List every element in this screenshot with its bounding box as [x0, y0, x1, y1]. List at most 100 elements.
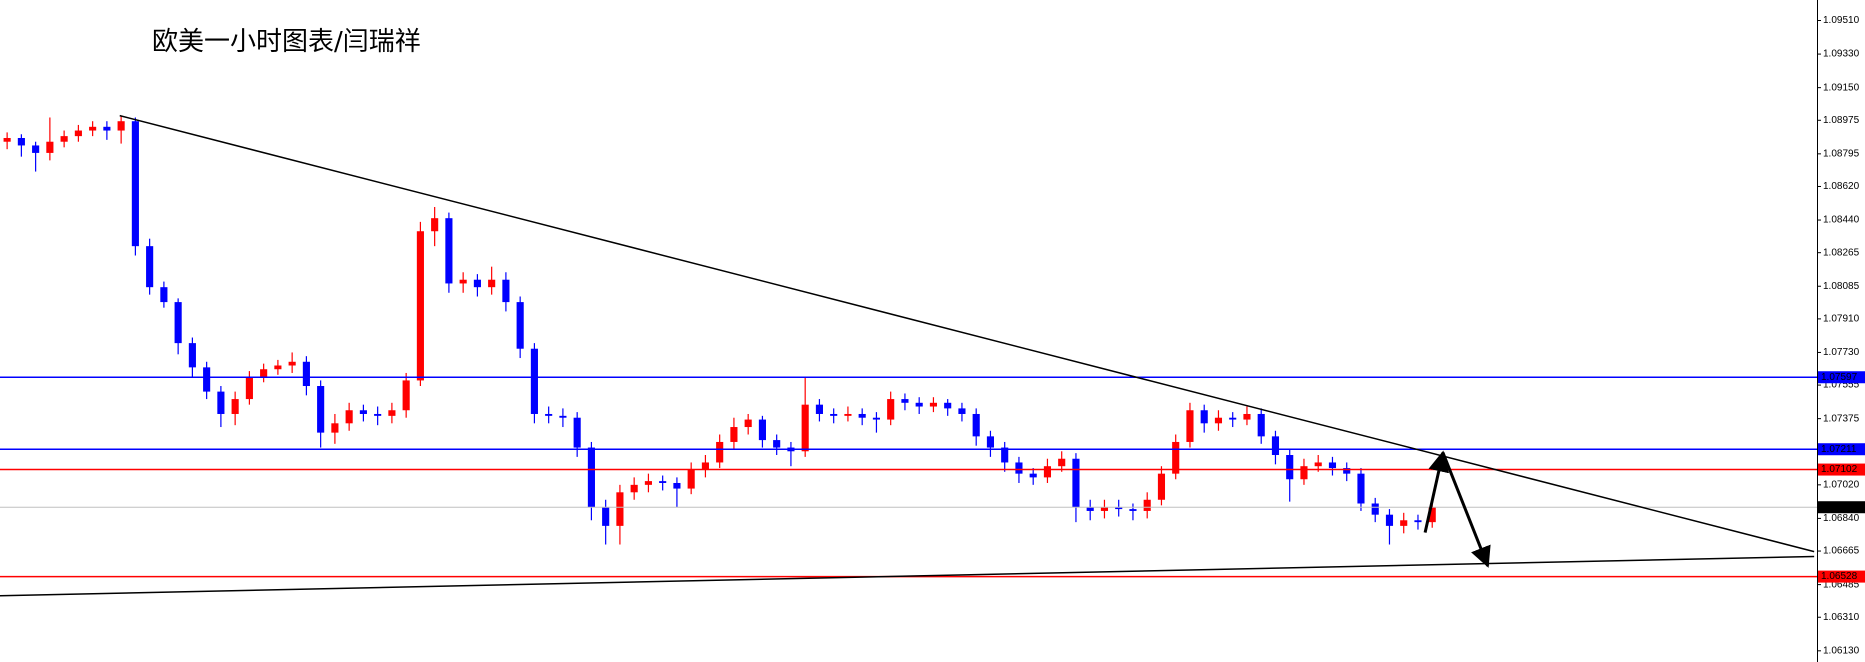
candle-body [1385, 514, 1394, 526]
candle-body [587, 447, 595, 508]
y-tick-label: 1.09330 [1823, 49, 1860, 60]
y-tick-label: 1.06840 [1823, 513, 1860, 524]
candle-body [644, 481, 652, 485]
candle-body [103, 126, 111, 131]
candle-body [1043, 466, 1052, 478]
candle-body [431, 218, 439, 232]
price-level-tag [1818, 371, 1865, 384]
candle-body [188, 343, 196, 368]
candle-body [416, 231, 424, 381]
projection-arrow [1441, 452, 1491, 568]
candle-body [388, 410, 396, 416]
y-tick-label: 1.08085 [1823, 281, 1860, 292]
candle-body [1100, 507, 1109, 511]
candle-body [887, 399, 895, 420]
candle-body [1143, 499, 1151, 511]
candle-body [901, 399, 909, 403]
candle-body [473, 279, 481, 288]
candle-body [659, 481, 667, 483]
candle-body [844, 413, 852, 416]
y-tick-label: 1.08265 [1823, 247, 1860, 258]
candle-body [1428, 507, 1436, 523]
y-tick-label: 1.09150 [1823, 82, 1860, 93]
candle-body [274, 365, 282, 370]
candle-body [1257, 413, 1265, 437]
candle-body [1400, 520, 1408, 526]
y-tick-label: 1.07375 [1823, 413, 1860, 424]
y-tick-label: 1.06665 [1823, 546, 1860, 557]
y-tick-label: 1.06485 [1823, 579, 1860, 590]
price-level-label: 1.07211 [1821, 444, 1857, 455]
candle-body [1286, 455, 1294, 480]
trend-line [119, 114, 1815, 553]
candle-body [1357, 473, 1365, 504]
candle-body [317, 386, 325, 433]
candle-body [17, 137, 25, 146]
candle-body [1414, 520, 1422, 523]
y-tick-label: 1.06130 [1823, 645, 1860, 656]
candle-body [160, 287, 168, 303]
price-level-tag [1818, 570, 1865, 583]
candle-body [131, 121, 139, 247]
candle-body [302, 361, 310, 387]
candle-body [1058, 458, 1066, 467]
candle-body [60, 136, 68, 142]
candle-body [89, 126, 97, 131]
candle-body [1243, 413, 1251, 420]
candle-body [986, 436, 995, 448]
candle-body [1343, 468, 1351, 474]
y-tick-label: 1.07020 [1823, 479, 1860, 490]
candle-body [231, 399, 239, 414]
y-tick-label: 1.08975 [1823, 115, 1860, 126]
candle-body [1001, 447, 1009, 463]
candle-body [1271, 436, 1280, 456]
candle-body [701, 462, 709, 470]
candle-body [872, 417, 880, 420]
y-tick-label: 1.06310 [1823, 612, 1860, 623]
candle-body [773, 440, 781, 448]
candle-body [1328, 462, 1337, 469]
candle-body [32, 145, 40, 153]
y-tick-label: 1.09510 [1823, 15, 1860, 26]
candle-body [260, 369, 268, 377]
price-level-label: 1.06528 [1821, 571, 1858, 582]
candle-body [1214, 417, 1223, 424]
candle-body [815, 404, 823, 414]
candle-body [559, 415, 567, 418]
candle-body [758, 419, 766, 441]
candle-body [801, 404, 809, 452]
candle-body [502, 279, 510, 303]
price-level-tag [1818, 463, 1865, 476]
candle-body [1371, 503, 1379, 515]
candle-body [1115, 507, 1123, 510]
candle-body [488, 279, 496, 288]
price-level-label: 1.06900 [1821, 502, 1858, 513]
candle-body [203, 367, 211, 392]
candle-body [1200, 410, 1208, 424]
candle-body [46, 141, 54, 153]
candle-body [1172, 441, 1180, 474]
y-tick-label: 1.07555 [1823, 380, 1860, 391]
candle-body [929, 402, 938, 407]
candle-body [345, 410, 353, 424]
candle-body [359, 410, 367, 414]
candle-body [288, 361, 296, 366]
candle-body [217, 391, 225, 414]
candle-body [744, 419, 752, 428]
candle-body [174, 302, 182, 344]
candle-body [3, 137, 11, 142]
y-tick-label: 1.08620 [1823, 181, 1860, 192]
candle-body [516, 302, 524, 349]
candle-body [915, 402, 923, 407]
price-level-tag [1818, 443, 1865, 456]
candle-body [573, 417, 581, 448]
candle-body [830, 413, 838, 416]
candle-body [944, 402, 952, 409]
candle-body [245, 376, 253, 400]
candle-body [630, 484, 638, 493]
price-level-tag [1818, 501, 1865, 514]
candle-body [459, 279, 467, 284]
trend-line [0, 555, 1815, 597]
